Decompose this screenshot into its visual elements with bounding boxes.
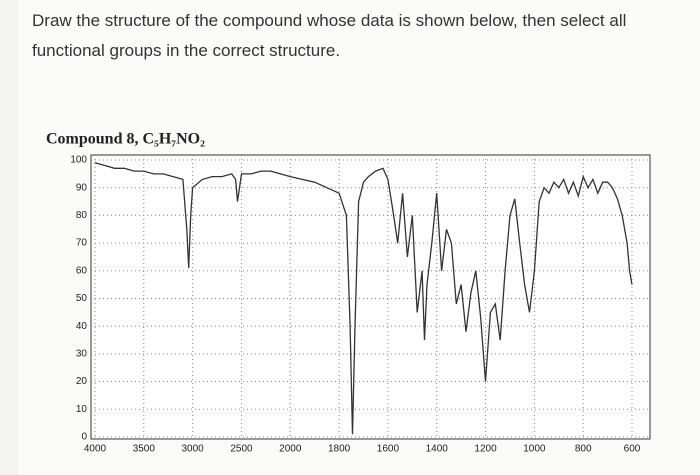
- y-tick-label: 40: [76, 321, 88, 332]
- x-tick-label: 1000: [523, 444, 546, 455]
- x-tick-label: 800: [575, 444, 592, 455]
- y-tick-label: 80: [76, 210, 88, 221]
- spectrum-line: [94, 162, 633, 435]
- x-tick-label: 1800: [328, 444, 351, 455]
- question-text: Draw the structure of the compound whose…: [32, 11, 627, 60]
- y-tick-label: 0: [81, 432, 87, 443]
- x-tick-label: 2500: [230, 444, 253, 455]
- x-tick-label: 3000: [182, 444, 205, 455]
- y-tick-label: 100: [70, 155, 87, 166]
- x-tick-label: 1400: [426, 444, 449, 455]
- y-tick-label: 70: [76, 238, 88, 249]
- y-tick-label: 20: [76, 376, 88, 387]
- x-tick-label: 3500: [133, 444, 156, 455]
- x-tick-label: 2000: [279, 444, 302, 455]
- plot-area: [90, 154, 651, 440]
- x-tick-label: 1600: [377, 444, 400, 455]
- y-tick-label: 30: [76, 349, 88, 360]
- y-tick-label: 50: [76, 293, 88, 304]
- chart-title: Compound 8, C₅H₇NO₂: [46, 131, 205, 148]
- y-tick-label: 90: [76, 182, 88, 193]
- y-tick-label: 10: [76, 404, 88, 415]
- x-tick-label: 600: [624, 444, 641, 455]
- x-tick-label: 4000: [84, 444, 107, 455]
- x-tick-label: 1200: [474, 444, 497, 455]
- y-tick-label: 60: [76, 265, 88, 276]
